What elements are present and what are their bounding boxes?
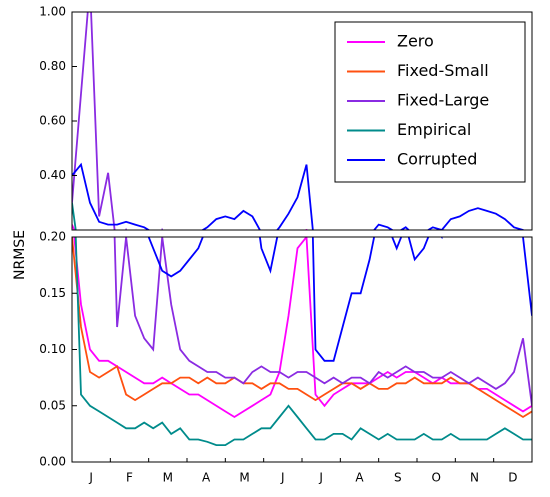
y-tick-label: 0.00 <box>39 455 66 469</box>
legend-label: Corrupted <box>397 150 477 169</box>
y-tick-label: 0.80 <box>39 59 66 73</box>
x-tick-label: N <box>470 471 479 485</box>
x-tick-label: M <box>239 471 249 485</box>
series-line <box>74 237 532 446</box>
x-tick-label: S <box>394 471 402 485</box>
y-tick-label: 0.60 <box>39 114 66 128</box>
y-tick-label: 0.40 <box>39 168 66 182</box>
x-tick-label: M <box>163 471 173 485</box>
legend-label: Zero <box>397 32 434 51</box>
legend-label: Fixed-Large <box>397 91 489 110</box>
lower-panel-frame <box>71 236 533 463</box>
x-tick-label: A <box>355 471 364 485</box>
x-tick-label: A <box>202 471 211 485</box>
series-line <box>72 224 308 230</box>
series-line <box>72 237 532 419</box>
y-tick-label: 0.10 <box>39 342 66 356</box>
legend-label: Fixed-Small <box>397 61 489 80</box>
y-axis-label: NRMSE <box>12 230 28 280</box>
x-tick-label: O <box>431 471 440 485</box>
y-tick-label: 1.00 <box>39 5 66 19</box>
x-tick-label: F <box>126 471 133 485</box>
y-tick-label: 0.05 <box>39 398 66 412</box>
series-line <box>72 162 524 230</box>
x-tick-label: J <box>280 471 285 485</box>
series-line <box>73 237 532 419</box>
y-tick-label: 0.20 <box>39 230 66 244</box>
x-tick-label: D <box>508 471 517 485</box>
legend-label: Empirical <box>397 120 471 139</box>
x-tick-label: J <box>88 471 93 485</box>
y-tick-label: 0.15 <box>39 286 66 300</box>
x-tick-label: J <box>318 471 323 485</box>
series-line <box>113 237 532 406</box>
